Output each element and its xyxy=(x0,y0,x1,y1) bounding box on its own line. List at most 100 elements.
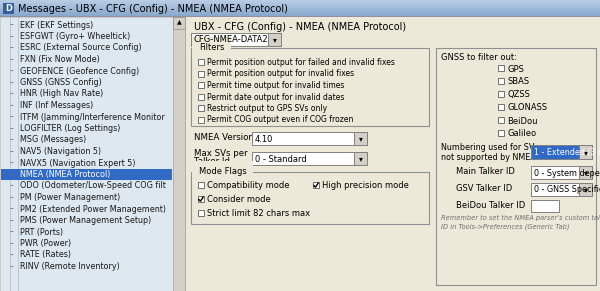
Text: GNSS (GNSS Config): GNSS (GNSS Config) xyxy=(20,78,102,87)
Text: Consider mode: Consider mode xyxy=(207,194,271,203)
Text: ▾: ▾ xyxy=(584,148,587,157)
Text: –: – xyxy=(10,251,14,260)
Bar xyxy=(0,10,600,11)
Bar xyxy=(173,17,185,29)
Text: NAV5 (Navigation 5): NAV5 (Navigation 5) xyxy=(20,147,101,156)
Text: Permit time output for invalid times: Permit time output for invalid times xyxy=(207,81,344,90)
Bar xyxy=(0,11,600,12)
Bar xyxy=(498,104,504,110)
Bar xyxy=(252,152,367,165)
Text: Messages - UBX - CFG (Config) - NMEA (NMEA Protocol): Messages - UBX - CFG (Config) - NMEA (NM… xyxy=(18,3,288,13)
Bar xyxy=(252,132,367,145)
Text: BeiDou: BeiDou xyxy=(507,116,538,125)
Text: GPS: GPS xyxy=(507,65,524,74)
Text: MSG (Messages): MSG (Messages) xyxy=(20,136,86,145)
Bar xyxy=(531,166,592,179)
Text: GNSS to filter out:: GNSS to filter out: xyxy=(441,54,517,63)
Text: QZSS: QZSS xyxy=(507,91,530,100)
Text: ODO (Odometer/Low-Speed COG filt: ODO (Odometer/Low-Speed COG filt xyxy=(20,182,166,191)
Bar xyxy=(0,8,600,9)
Bar xyxy=(0,1,600,2)
Text: ▾: ▾ xyxy=(584,168,587,178)
Text: Main Talker ID: Main Talker ID xyxy=(456,167,515,176)
Bar xyxy=(0,16,600,17)
Text: GEOFENCE (Geofence Config): GEOFENCE (Geofence Config) xyxy=(20,67,139,75)
Text: EKF (EKF Settings): EKF (EKF Settings) xyxy=(20,20,93,29)
Text: NAVX5 (Navigation Expert 5): NAVX5 (Navigation Expert 5) xyxy=(20,159,136,168)
Bar xyxy=(1,169,172,180)
Bar xyxy=(579,166,592,179)
Bar xyxy=(191,172,429,224)
Text: –: – xyxy=(10,159,14,168)
Text: –: – xyxy=(10,55,14,64)
Text: –: – xyxy=(10,113,14,122)
Text: ESFGWT (Gyro+ Wheeltick): ESFGWT (Gyro+ Wheeltick) xyxy=(20,32,130,41)
Text: ▲: ▲ xyxy=(176,20,181,26)
Bar xyxy=(0,13,600,14)
Bar xyxy=(198,93,204,100)
Bar xyxy=(173,17,185,291)
Text: BeiDou Talker ID: BeiDou Talker ID xyxy=(456,201,525,210)
Text: –: – xyxy=(10,193,14,202)
Text: NMEA (NMEA Protocol): NMEA (NMEA Protocol) xyxy=(20,170,110,179)
Text: –: – xyxy=(10,216,14,225)
Text: UBX - CFG (Config) - NMEA (NMEA Protocol): UBX - CFG (Config) - NMEA (NMEA Protocol… xyxy=(194,22,406,32)
Text: 1 - Extended (3 digit): 1 - Extended (3 digit) xyxy=(534,148,600,157)
Bar xyxy=(531,183,592,196)
Bar xyxy=(198,196,204,202)
Text: 0 - System dependent: 0 - System dependent xyxy=(534,168,600,178)
Text: Mode Flags: Mode Flags xyxy=(199,168,247,177)
Bar xyxy=(0,5,600,6)
Text: RINV (Remote Inventory): RINV (Remote Inventory) xyxy=(20,262,120,271)
Bar xyxy=(0,14,600,15)
Bar xyxy=(354,152,367,165)
Text: ID in Tools->Preferences (Generic Tab): ID in Tools->Preferences (Generic Tab) xyxy=(441,224,569,230)
Text: –: – xyxy=(10,136,14,145)
Text: 0 - GNSS Specific: 0 - GNSS Specific xyxy=(534,185,600,194)
Text: PRT (Ports): PRT (Ports) xyxy=(20,228,63,237)
Text: Galileo: Galileo xyxy=(507,129,536,139)
Bar xyxy=(198,70,204,77)
Text: Restrict output to GPS SVs only: Restrict output to GPS SVs only xyxy=(207,104,327,113)
Bar xyxy=(0,7,600,8)
Bar xyxy=(198,116,204,123)
Bar xyxy=(0,3,600,4)
Bar xyxy=(498,117,504,123)
Bar xyxy=(268,33,281,46)
Text: CFG-NMEA-DATA2: CFG-NMEA-DATA2 xyxy=(194,36,269,45)
Text: –: – xyxy=(10,67,14,75)
Text: Permit date output for invalid dates: Permit date output for invalid dates xyxy=(207,93,344,102)
Text: PWR (Power): PWR (Power) xyxy=(20,239,71,248)
Bar xyxy=(198,105,204,111)
Text: –: – xyxy=(10,78,14,87)
Bar xyxy=(0,9,600,10)
Bar xyxy=(198,182,204,188)
Text: SBAS: SBAS xyxy=(507,77,529,86)
Text: Filters: Filters xyxy=(199,43,224,52)
Text: –: – xyxy=(10,228,14,237)
Bar xyxy=(0,12,600,13)
Bar xyxy=(191,33,281,46)
Text: PM2 (Extended Power Management): PM2 (Extended Power Management) xyxy=(20,205,166,214)
Text: RATE (Rates): RATE (Rates) xyxy=(20,251,71,260)
Text: Compatibility mode: Compatibility mode xyxy=(207,180,290,189)
Bar xyxy=(579,145,592,159)
Bar xyxy=(436,48,596,285)
Bar xyxy=(191,48,429,126)
Bar xyxy=(313,182,319,188)
Text: LOGFILTER (Log Settings): LOGFILTER (Log Settings) xyxy=(20,124,121,133)
Text: ESRC (External Source Config): ESRC (External Source Config) xyxy=(20,43,142,52)
Bar xyxy=(498,78,504,84)
Bar xyxy=(198,82,204,88)
Text: –: – xyxy=(10,32,14,41)
Text: –: – xyxy=(10,147,14,156)
Text: INF (Inf Messages): INF (Inf Messages) xyxy=(20,101,93,110)
Bar xyxy=(498,91,504,97)
Text: D: D xyxy=(5,4,12,13)
Text: GSV Talker ID: GSV Talker ID xyxy=(456,184,512,193)
Text: not supported by NMEA: not supported by NMEA xyxy=(441,152,536,162)
Text: Permit position output for invalid fixes: Permit position output for invalid fixes xyxy=(207,70,354,79)
Text: Permit COG output even if COG frozen: Permit COG output even if COG frozen xyxy=(207,116,353,125)
Text: ▾: ▾ xyxy=(359,134,362,143)
Bar xyxy=(0,6,600,7)
